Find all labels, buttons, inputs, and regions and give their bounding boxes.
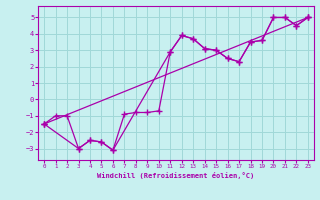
X-axis label: Windchill (Refroidissement éolien,°C): Windchill (Refroidissement éolien,°C) bbox=[97, 172, 255, 179]
